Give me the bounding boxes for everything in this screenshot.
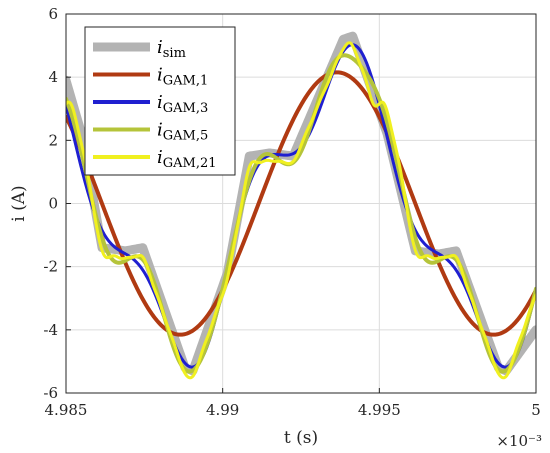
y-tick-label: 0 bbox=[48, 195, 58, 213]
series-line-2 bbox=[66, 70, 536, 337]
x-axis-multiplier: ×10⁻³ bbox=[496, 432, 542, 450]
plot-lines bbox=[66, 31, 536, 380]
legend-entry: iGAM,21 bbox=[157, 147, 217, 171]
y-axis-label: i (A) bbox=[9, 185, 29, 221]
y-tick-label: 6 bbox=[48, 5, 58, 23]
legend-entry: iGAM,5 bbox=[157, 120, 208, 144]
y-tick-label: -4 bbox=[43, 321, 58, 339]
series-line-5 bbox=[66, 41, 536, 380]
y-tick-label: -6 bbox=[43, 384, 58, 402]
x-tick-label: 4.985 bbox=[45, 401, 88, 419]
legend-entry: iGAM,3 bbox=[157, 92, 208, 116]
series-line-1 bbox=[66, 31, 536, 376]
legend-entry: isim bbox=[157, 37, 186, 61]
y-tick-label: -2 bbox=[43, 258, 58, 276]
ticks: 4.985 4.99 4.995 5 6 4 2 0 -2 -4 -6 bbox=[43, 5, 540, 419]
y-tick-label: 4 bbox=[48, 68, 58, 86]
x-tick-label: 4.995 bbox=[358, 401, 401, 419]
legend: isim iGAM,1 iGAM,3 iGAM,5 iGAM,21 bbox=[84, 26, 236, 176]
axis-labels: t (s) ×10⁻³ i (A) bbox=[9, 185, 542, 450]
x-tick-label: 4.99 bbox=[206, 401, 239, 419]
legend-entry: iGAM,1 bbox=[157, 65, 208, 89]
x-tick-label: 5 bbox=[531, 401, 541, 419]
x-axis-label: t (s) bbox=[284, 428, 318, 448]
y-tick-label: 2 bbox=[48, 131, 58, 149]
